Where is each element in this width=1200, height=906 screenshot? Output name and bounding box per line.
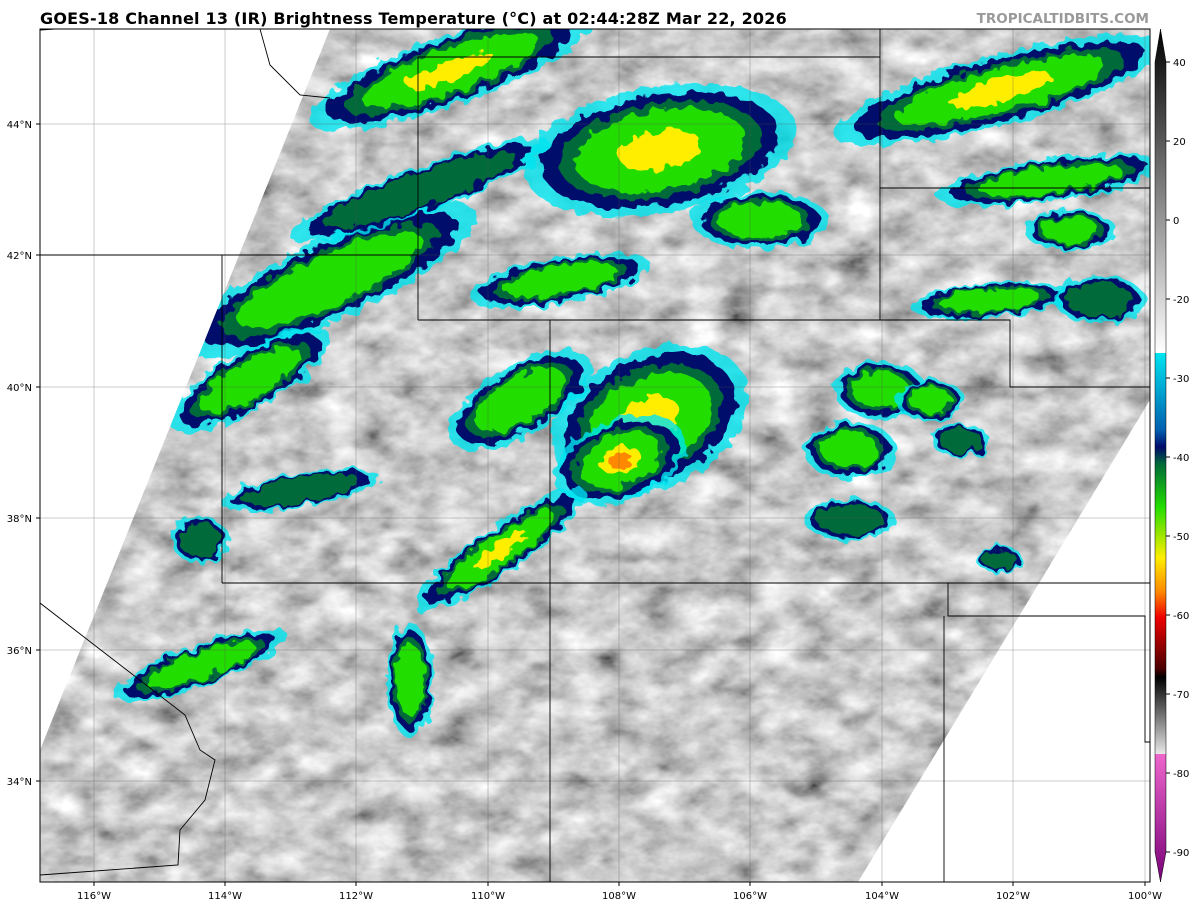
map-title: GOES-18 Channel 13 (IR) Brightness Tempe…	[40, 9, 787, 28]
cloud-cluster	[553, 415, 687, 505]
border-line	[259, 29, 331, 99]
cloud-cluster	[220, 468, 380, 512]
satellite-imagery	[40, 29, 1150, 882]
lon-label: 110°W	[471, 891, 505, 902]
cloud-cluster	[1054, 277, 1146, 323]
watermark: TROPICALTIDBITS.COM	[976, 11, 1149, 27]
lon-label: 114°W	[208, 891, 242, 902]
cold-cloud-tops	[113, 29, 1150, 738]
cloud-cluster	[931, 422, 989, 458]
latitude-labels: 44°N 42°N 40°N 38°N 36°N 34°N	[7, 120, 40, 788]
lon-label: 112°W	[339, 891, 373, 902]
colorbar: 40 20 0 -20 -30 -40 -50 -60 -70 -80 -90	[1154, 28, 1189, 883]
lon-label: 116°W	[77, 891, 111, 902]
lat-label: 34°N	[7, 777, 32, 788]
cloud-cluster	[1024, 209, 1116, 251]
colorbar-tick-label: -80	[1173, 769, 1189, 780]
cloud-cluster	[414, 487, 586, 613]
cloud-cluster	[895, 379, 965, 421]
cloud-cluster	[387, 622, 433, 738]
colorbar-tick-label: -40	[1173, 453, 1189, 464]
cloud-cluster	[977, 546, 1023, 574]
lon-label: 102°W	[996, 891, 1030, 902]
colorbar-tick-label: -20	[1173, 295, 1189, 306]
cloud-cluster	[169, 327, 331, 433]
border-line	[418, 319, 1150, 388]
cloud-cluster	[309, 29, 591, 131]
colorbar-tick-label: -50	[1173, 532, 1189, 543]
lat-label: 42°N	[7, 251, 32, 262]
lon-label: 106°W	[733, 891, 767, 902]
lat-label: 38°N	[7, 514, 32, 525]
border-line	[40, 602, 216, 876]
cloud-cluster	[909, 281, 1071, 319]
cloud-cluster	[804, 499, 896, 541]
cloud-cluster	[833, 34, 1150, 146]
border-line	[947, 583, 1150, 743]
cloud-cluster	[171, 517, 229, 563]
lon-label: 100°W	[1128, 891, 1162, 902]
lon-label: 108°W	[602, 891, 636, 902]
colorbar-tick-label: -90	[1173, 848, 1189, 859]
colorbar-tick-label: -30	[1173, 374, 1189, 385]
lon-label: 104°W	[865, 891, 899, 902]
cloud-cluster	[691, 191, 829, 249]
cloud-cluster	[469, 252, 651, 308]
colorbar-tick-label: 20	[1173, 137, 1186, 148]
state-borders	[40, 29, 1150, 882]
cloud-cluster	[113, 628, 287, 702]
cloud-cluster	[804, 421, 896, 479]
lat-label: 36°N	[7, 646, 32, 657]
colorbar-tick-label: 40	[1173, 58, 1186, 69]
cloud-cluster	[448, 349, 592, 451]
colorbar-tick-label: -60	[1173, 611, 1189, 622]
cloud-cluster	[523, 83, 797, 217]
colorbar-ticks: 40 20 0 -20 -30 -40 -50 -60 -70 -80 -90	[1166, 58, 1189, 859]
cloud-cluster	[290, 138, 550, 242]
lat-label: 44°N	[7, 120, 32, 131]
longitude-labels: 116°W 114°W 112°W 110°W 108°W 106°W 104°W 102°W…	[77, 882, 1162, 902]
colorbar-tick-label: 0	[1173, 216, 1179, 227]
map-frame	[39, 28, 1151, 883]
colorbar-tick-label: -70	[1173, 690, 1189, 701]
lat-label: 40°N	[7, 383, 32, 394]
colorbar-scale	[1154, 28, 1167, 883]
cloud-cluster	[183, 202, 477, 358]
